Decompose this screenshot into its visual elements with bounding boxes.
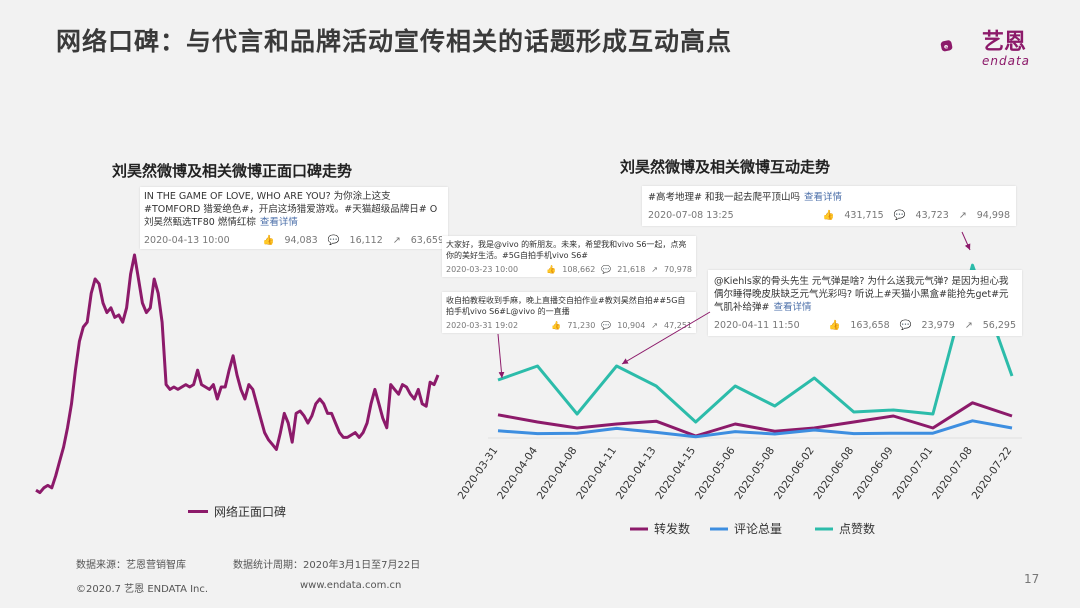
website: www.endata.com.cn bbox=[300, 580, 402, 591]
repost-count: ↗ 56,295 bbox=[964, 320, 1016, 331]
post-text: #高考地理# 和我一起去爬平顶山吗 bbox=[648, 192, 800, 203]
comment-count: 💬 43,723 bbox=[893, 210, 949, 221]
comment-count: 💬 23,979 bbox=[899, 320, 955, 331]
legend-label: 评论总量 bbox=[734, 522, 782, 536]
left-legend: 网络正面口碑 bbox=[188, 503, 286, 520]
legend-label: 转发数 bbox=[654, 521, 690, 536]
page-number: 17 bbox=[1024, 572, 1040, 586]
post-date: 2020-03-31 19:02 bbox=[446, 321, 519, 330]
post-date: 2020-04-11 11:50 bbox=[714, 320, 800, 331]
arrow-0411 bbox=[621, 311, 711, 365]
like-count: 👍 163,658 bbox=[828, 320, 890, 331]
legend-label-positive: 网络正面口碑 bbox=[214, 505, 287, 519]
weibo-post-gaokao: #高考地理# 和我一起去爬平顶山吗 查看详情 2020-07-08 13:25 👍… bbox=[642, 186, 1016, 226]
weibo-post-kiehls: @Kiehls家的骨头先生 元气弹是啥? 为什么送我元气弹? 是因为担心我偶尔睡… bbox=[708, 270, 1022, 336]
right-line-chart: 2020-03-312020-04-042020-04-082020-04-11… bbox=[456, 263, 1022, 536]
view-details-link[interactable]: 查看详情 bbox=[259, 217, 298, 228]
svg-text:e: e bbox=[944, 43, 948, 50]
logo-subtext: endata bbox=[982, 54, 1031, 68]
arrow-0331 bbox=[497, 333, 505, 379]
data-source: 数据来源：艺恩营销智库 bbox=[76, 560, 186, 571]
repost-count: ↗ 70,978 bbox=[651, 265, 692, 274]
endata-logo: e bbox=[940, 40, 953, 52]
like-count: 👍 94,083 bbox=[262, 235, 318, 246]
series-line-positive bbox=[35, 253, 440, 495]
like-count: 👍 71,230 bbox=[551, 321, 596, 330]
post-date: 2020-07-08 13:25 bbox=[648, 210, 734, 221]
series-line-2 bbox=[497, 263, 1014, 424]
legend-swatch-positive bbox=[188, 510, 208, 513]
series-line-0 bbox=[497, 401, 1013, 438]
weibo-post-tomford: IN THE GAME OF LOVE, WHO ARE YOU? 为你涂上这支… bbox=[140, 187, 448, 249]
comment-count: 💬 16,112 bbox=[327, 235, 383, 246]
post-date: 2020-04-13 10:00 bbox=[144, 235, 230, 246]
left-line-chart bbox=[35, 253, 440, 495]
arrow-0708 bbox=[961, 231, 971, 251]
post-text: 大家好，我是@vivo 的新朋友。未来，希望我和vivo S6一起，点亮你的美好… bbox=[446, 240, 687, 260]
left-chart-title: 刘昊然微博及相关微博正面口碑走势 bbox=[112, 162, 353, 180]
post-date: 2020-03-23 10:00 bbox=[446, 265, 519, 274]
page-title: 网络口碑：与代言和品牌活动宣传相关的话题形成互动高点 bbox=[56, 27, 733, 56]
repost-count: ↗ 63,659 bbox=[392, 235, 444, 246]
like-count: 👍 431,715 bbox=[822, 210, 884, 221]
copyright: ©2020.7 艺恩 ENDATA Inc. bbox=[76, 584, 209, 595]
logo-text: 艺恩 bbox=[982, 30, 1027, 55]
post-text: 收自拍教程收到手麻，晚上直播交自拍作业#教刘昊然自拍##5G自拍手机vivo S… bbox=[446, 296, 686, 316]
repost-count: ↗ 47,251 bbox=[651, 321, 692, 330]
series-line-1 bbox=[497, 419, 1013, 439]
view-details-link[interactable]: 查看详情 bbox=[773, 302, 812, 313]
right-chart-title: 刘昊然微博及相关微博互动走势 bbox=[620, 158, 831, 176]
comment-count: 💬 10,904 bbox=[601, 321, 646, 330]
view-details-link[interactable]: 查看详情 bbox=[803, 192, 842, 203]
post-text: @Kiehls家的骨头先生 元气弹是啥? 为什么送我元气弹? 是因为担心我偶尔睡… bbox=[714, 276, 1009, 313]
legend-label: 点赞数 bbox=[839, 521, 875, 536]
weibo-post-vivo-intro: 大家好，我是@vivo 的新朋友。未来，希望我和vivo S6一起，点亮你的美好… bbox=[442, 236, 696, 277]
comment-count: 💬 21,618 bbox=[601, 265, 646, 274]
repost-count: ↗ 94,998 bbox=[958, 210, 1010, 221]
data-period: 数据统计周期：2020年3月1日至7月22日 bbox=[233, 560, 421, 571]
like-count: 👍 108,662 bbox=[546, 265, 596, 274]
post-text: IN THE GAME OF LOVE, WHO ARE YOU? 为你涂上这支… bbox=[144, 191, 438, 228]
weibo-post-vivo-selfie: 收自拍教程收到手麻，晚上直播交自拍作业#教刘昊然自拍##5G自拍手机vivo S… bbox=[442, 292, 696, 333]
